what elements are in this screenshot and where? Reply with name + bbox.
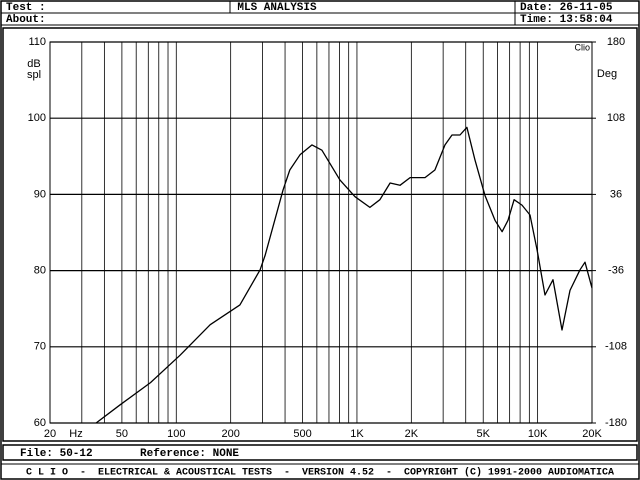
reference: Reference: NONE (140, 448, 239, 460)
y2-tick-label: 36 (610, 188, 622, 200)
y-axis-label: dB (27, 58, 40, 70)
plot-frame (2, 27, 638, 442)
x-tick-label: 1K (350, 428, 364, 440)
x-tick-label: 5K (476, 428, 490, 440)
about-label: About: (6, 14, 46, 26)
y2-tick-label: 108 (607, 112, 625, 124)
x-tick-label: 2K (405, 428, 419, 440)
y-tick-label: 100 (28, 112, 46, 124)
y2-tick-label: -36 (608, 265, 624, 277)
response-curve (95, 126, 593, 424)
y2-tick-label: -108 (605, 341, 627, 353)
test-label: Test : (6, 2, 46, 14)
x-tick-label: 200 (221, 428, 239, 440)
y-tick-label: 110 (28, 36, 46, 48)
x-tick-label: 50 (116, 428, 128, 440)
annotation: Clio (574, 42, 590, 52)
y-tick-label: 70 (34, 341, 46, 353)
date: Date: 26-11-05 (520, 2, 613, 14)
y2-axis-label: Deg (597, 68, 617, 80)
y-axis-label: spl (27, 69, 41, 81)
plot-area (49, 41, 593, 424)
x-tick-label: 20K (582, 428, 602, 440)
x-tick-label: 500 (293, 428, 311, 440)
y-tick-label: 90 (34, 188, 46, 200)
banner: C L I O - ELECTRICAL & ACOUSTICAL TESTS … (26, 467, 614, 479)
y2-tick-label: -180 (605, 417, 627, 429)
time: Time: 13:58:04 (520, 14, 613, 26)
window-title: MLS ANALYSIS (237, 2, 317, 14)
y-tick-label: 80 (34, 265, 46, 277)
y-tick-label: 60 (34, 417, 46, 429)
file-name: File: 50-12 (20, 448, 93, 460)
info-box (2, 444, 638, 461)
x-tick-label: 20 (44, 428, 56, 440)
x-tick-label: 100 (167, 428, 185, 440)
x-axis-unit: Hz (69, 428, 82, 440)
x-tick-label: 10K (528, 428, 548, 440)
y2-tick-label: 180 (607, 36, 625, 48)
